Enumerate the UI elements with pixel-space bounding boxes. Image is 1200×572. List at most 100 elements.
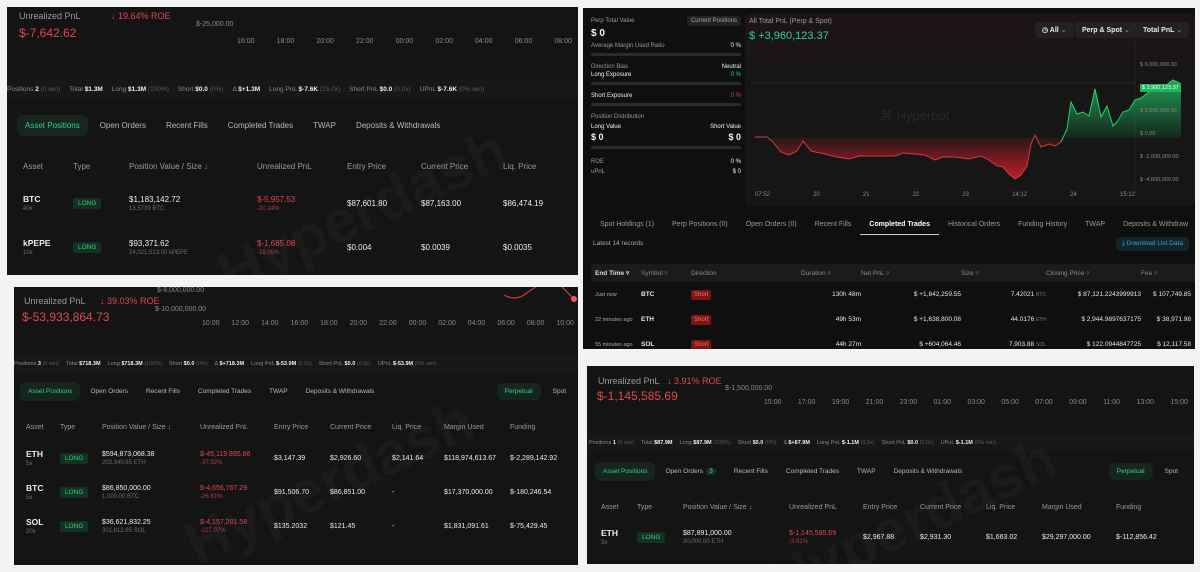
- tab-recent-fills[interactable]: Recent Fills: [165, 121, 208, 130]
- tab-funding-history[interactable]: Funding History: [1018, 221, 1068, 228]
- tab-open-orders[interactable]: Open Orders 3: [657, 462, 723, 481]
- col-fee[interactable]: Fee ▿: [1141, 264, 1195, 282]
- short-badge: Short: [691, 339, 712, 349]
- tab-asset-positions[interactable]: Asset Positions: [17, 115, 88, 136]
- col-liq-price[interactable]: Liq. Price: [503, 161, 537, 171]
- col-liq-price[interactable]: Liq. Price: [392, 423, 422, 431]
- col-current-price[interactable]: Current Price: [920, 503, 962, 511]
- tab-deposits-withdrawals[interactable]: Deposits & Withdrawals: [893, 468, 963, 475]
- distribution-bar: [591, 146, 741, 149]
- market-type-toggle: Perpetual Spot: [1108, 463, 1186, 480]
- hyperdash-panel-4: Unrealized PnL ↓ 3.91% ROE $-1,145,585.6…: [587, 366, 1194, 564]
- col-end-time[interactable]: End Time ▿: [591, 264, 641, 282]
- col-liq-price[interactable]: Liq. Price: [986, 503, 1016, 511]
- col-asset[interactable]: Asset: [23, 161, 44, 171]
- tab-completed-trades[interactable]: Completed Trades: [860, 218, 939, 235]
- table-row[interactable]: Just now BTC Short 130h 48m $ +1,842,259…: [595, 289, 1191, 300]
- download-list-button[interactable]: ⤓ Download List Data: [1115, 237, 1189, 251]
- table-row[interactable]: BTC 5x LONG $86,850,000.00 1,000.00 BTC $-…: [26, 483, 552, 501]
- col-closing-price[interactable]: Closing Price ▿: [1046, 264, 1141, 282]
- perpetual-toggle[interactable]: Perpetual: [496, 383, 541, 400]
- current-positions-button[interactable]: Current Positions: [686, 16, 741, 26]
- tab-completed-trades[interactable]: Completed Trades: [785, 468, 840, 475]
- col-asset[interactable]: Asset: [26, 423, 44, 431]
- chevron-down-icon: ⌄: [1124, 27, 1130, 34]
- tab-deposits-withdraw[interactable]: Deposits & Withdraw: [1123, 221, 1189, 228]
- upnl-value: $-7,642.62: [19, 26, 77, 40]
- tab-open-orders[interactable]: Open Orders: [90, 388, 129, 395]
- col-current-price[interactable]: Current Price: [421, 161, 469, 171]
- table-row[interactable]: kPEPE 10x LONG $93,371.62 24,021,513.00 kP…: [23, 226, 563, 268]
- tab-historical-orders[interactable]: Historical Orders: [947, 221, 1001, 228]
- tab-twap[interactable]: TWAP: [313, 121, 336, 130]
- col-funding[interactable]: Funding: [510, 423, 536, 431]
- col-upnl[interactable]: Unrealized PnL: [789, 503, 837, 511]
- history-tabs: Spot Holdings (1) Perp Positions (0) Ope…: [591, 218, 1195, 235]
- asset-name[interactable]: SOL: [26, 517, 44, 527]
- table-row[interactable]: 22 minutes ago ETH Short 49h 53m $ +1,63…: [595, 314, 1191, 325]
- position-tabs: Asset Positions Open Orders Recent Fills…: [20, 382, 382, 401]
- spot-toggle[interactable]: Spot: [1164, 468, 1178, 475]
- tab-spot-holdings[interactable]: Spot Holdings (1): [600, 221, 655, 228]
- tab-asset-positions[interactable]: Asset Positions: [20, 382, 81, 401]
- col-current-price[interactable]: Current Price: [330, 423, 372, 431]
- tab-perp-positions[interactable]: Perp Positions (0): [672, 221, 728, 228]
- x-tick: 18:00: [276, 38, 295, 45]
- asset-name[interactable]: kPEPE: [23, 238, 51, 248]
- table-row[interactable]: BTC 40x LONG $1,183,142.72 13.5739 BTC $-5…: [23, 180, 563, 226]
- asset-name[interactable]: ETH: [26, 449, 43, 459]
- spot-toggle[interactable]: Spot: [552, 388, 566, 395]
- tab-twap[interactable]: TWAP: [269, 388, 288, 395]
- col-type[interactable]: Type: [60, 423, 76, 431]
- tab-completed-trades[interactable]: Completed Trades: [197, 388, 252, 395]
- long-badge: LONG: [60, 486, 89, 498]
- col-margin-used[interactable]: Margin Used: [444, 423, 484, 431]
- position-size: 13.5739 BTC: [129, 205, 165, 212]
- table-row[interactable]: ETH 5x LONG $594,873,068.38 203,340.65 ETH…: [26, 449, 558, 467]
- chart-y-label: $-8,000,000.00: [157, 287, 205, 294]
- perpetual-toggle[interactable]: Perpetual: [1108, 463, 1153, 480]
- tab-recent-fills[interactable]: Recent Fills: [733, 468, 768, 475]
- hyperbot-panel: Perp Total Value Current Positions $ 0 A…: [583, 8, 1195, 349]
- short-badge: Short: [691, 314, 712, 325]
- tab-completed-trades[interactable]: Completed Trades: [227, 121, 294, 130]
- col-entry-price[interactable]: Entry Price: [863, 503, 898, 511]
- tab-deposits-withdrawals[interactable]: Deposits & Withdrawals: [305, 388, 375, 395]
- col-upnl[interactable]: Unrealized PnL: [257, 161, 312, 171]
- tab-twap[interactable]: TWAP: [1085, 221, 1106, 228]
- tab-recent-fills[interactable]: Recent Fills: [146, 388, 180, 395]
- asset-name[interactable]: BTC: [23, 194, 41, 204]
- col-asset[interactable]: Asset: [601, 503, 619, 511]
- col-upnl[interactable]: Unrealized PnL: [200, 423, 248, 431]
- col-type[interactable]: Type: [637, 503, 653, 511]
- upnl-pct: -18.05%: [257, 249, 280, 256]
- col-net-pnl[interactable]: Net PnL ▿: [861, 264, 961, 282]
- time-range-dropdown[interactable]: ◷ All ⌄: [1035, 22, 1074, 38]
- table-row[interactable]: SOL 20x LONG $36,621,832.25 301,612.85 SOL…: [26, 517, 548, 535]
- col-type[interactable]: Type: [73, 161, 91, 171]
- table-row[interactable]: ETH 3x LONG $87,891,000.00 30,000.00 ETH $…: [601, 528, 1157, 546]
- col-entry-price[interactable]: Entry Price: [274, 423, 309, 431]
- hyperbot-watermark: ⌘ Hyperbot: [880, 108, 950, 123]
- col-position-value[interactable]: Position Value / Size ↓: [129, 161, 209, 171]
- tab-recent-fills[interactable]: Recent Fills: [814, 221, 852, 228]
- col-entry-price[interactable]: Entry Price: [347, 161, 387, 171]
- tab-asset-positions[interactable]: Asset Positions: [595, 462, 656, 481]
- col-funding[interactable]: Funding: [1116, 503, 1142, 511]
- col-position-value[interactable]: Position Value / Size ↓: [102, 423, 172, 431]
- table-row[interactable]: 55 minutes ago SOL Short 44h 27m $ +604,…: [595, 339, 1191, 349]
- metric-dropdown[interactable]: Total PnL ⌄: [1136, 22, 1190, 38]
- asset-name[interactable]: BTC: [26, 483, 44, 493]
- col-margin-used[interactable]: Margin Used: [1042, 503, 1082, 511]
- long-badge: LONG: [73, 241, 102, 253]
- col-duration[interactable]: Duration ▿: [801, 264, 861, 282]
- tab-twap[interactable]: TWAP: [857, 468, 876, 475]
- col-size[interactable]: Size ▿: [961, 264, 1046, 282]
- tab-open-orders[interactable]: Open Orders (0): [745, 221, 797, 228]
- tab-deposits-withdrawals[interactable]: Deposits & Withdrawals: [355, 121, 441, 130]
- market-dropdown[interactable]: Perp & Spot ⌄: [1075, 22, 1137, 38]
- col-symbol[interactable]: Symbol ▿: [641, 264, 691, 282]
- tab-open-orders[interactable]: Open Orders: [99, 121, 146, 130]
- asset-name[interactable]: ETH: [601, 528, 618, 538]
- col-position-value[interactable]: Position Value / Size ↓: [683, 503, 753, 511]
